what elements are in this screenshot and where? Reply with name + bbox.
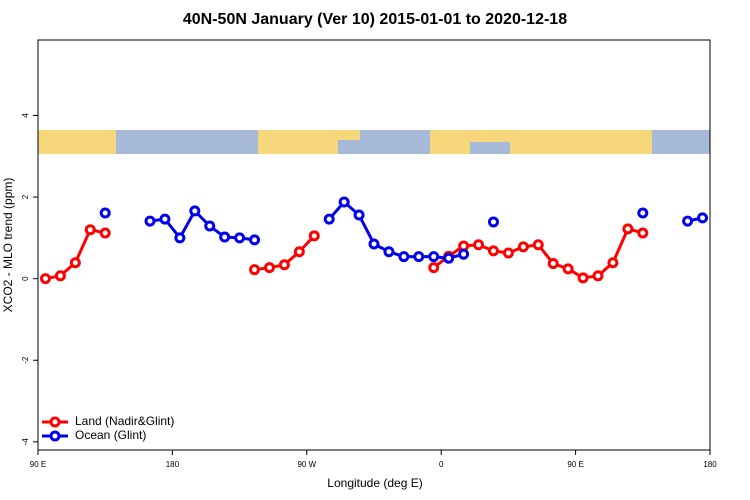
data-point [398,251,410,263]
data-point [637,227,649,239]
data-point [353,209,365,221]
plot-frame [37,39,711,451]
data-point [174,232,186,244]
data-point [84,224,96,236]
data-point [607,257,619,269]
data-point [263,262,275,274]
data-point [323,213,335,225]
data-point [338,196,350,208]
y-tick-label: -4 [21,438,30,446]
data-point [532,239,544,251]
data-point [219,231,231,243]
data-point [697,212,709,224]
data-point [487,216,499,228]
data-point [144,215,156,227]
data-point [99,227,111,239]
legend-marker [49,416,61,428]
map-strip [38,130,710,154]
y-tick-label: 4 [21,113,30,118]
legend-label: Ocean (Glint) [75,428,146,442]
data-point [39,273,51,285]
data-point [293,246,305,258]
data-point [204,220,216,232]
data-point [428,262,440,274]
x-tick-label: 180 [166,460,180,469]
data-point [562,263,574,275]
data-point [308,230,320,242]
data-point [413,251,425,263]
data-point [189,205,201,217]
data-point [682,215,694,227]
data-point [517,241,529,253]
data-point [428,251,440,263]
data-point [637,207,649,219]
data-point [592,270,604,282]
land-band [338,130,360,140]
data-point [99,207,111,219]
x-tick-label: 180 [703,460,717,469]
x-tick-label: 90 W [297,460,316,469]
land-band [430,130,652,154]
data-point [54,270,66,282]
data-point [577,272,589,284]
x-tick-label: 0 [439,460,444,469]
data-point [249,234,261,246]
data-point [487,245,499,257]
land-band [38,130,116,154]
data-point [278,259,290,271]
data-point [234,232,246,244]
data-point [458,248,470,260]
data-point [368,238,380,250]
data-point [547,258,559,270]
data-point [443,252,455,264]
x-tick-label: 90 E [30,460,46,469]
y-axis-label: XCO2 - MLO trend (ppm) [1,178,15,313]
data-point [383,246,395,258]
y-tick-label: 0 [21,276,30,281]
legend-label: Land (Nadir&Glint) [75,414,174,428]
x-axis-label: Longitude (deg E) [327,476,422,490]
chart-title: 40N-50N January (Ver 10) 2015-01-01 to 2… [183,11,567,28]
land-band [258,130,338,154]
x-tick-label: 90 E [567,460,583,469]
data-point [622,223,634,235]
y-tick-label: 2 [21,194,30,199]
legend-marker [49,430,61,442]
data-point [159,213,171,225]
data-point [502,247,514,259]
series-line [328,199,464,260]
ocean-band [470,142,510,154]
data-point [473,239,485,251]
data-point [69,257,81,269]
data-point [249,264,261,276]
y-tick-label: -2 [21,356,30,364]
